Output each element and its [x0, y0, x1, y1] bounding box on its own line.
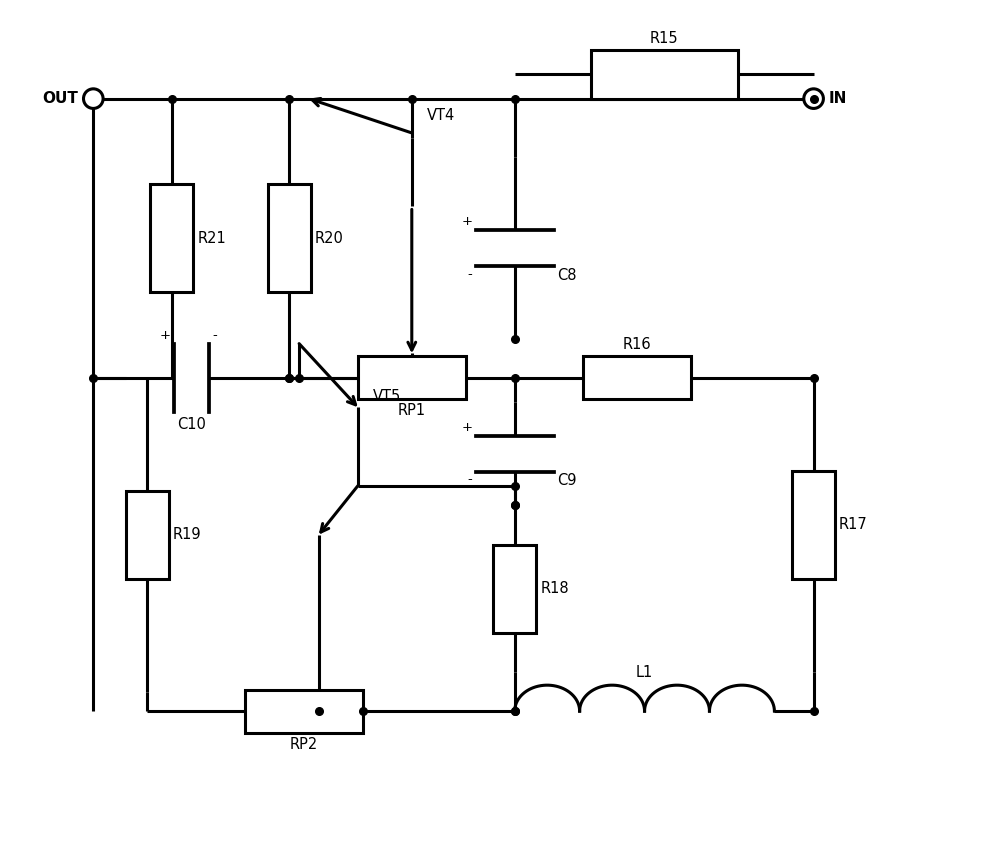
Text: VT4: VT4 — [427, 108, 455, 123]
Bar — [126, 490, 169, 579]
Bar — [591, 50, 738, 98]
Text: C8: C8 — [557, 268, 576, 283]
Bar — [150, 185, 193, 292]
Text: R17: R17 — [839, 518, 868, 533]
Text: R19: R19 — [173, 527, 201, 542]
Text: C9: C9 — [557, 473, 576, 489]
Text: R16: R16 — [623, 337, 652, 352]
Bar — [792, 471, 835, 579]
Text: +: + — [462, 421, 473, 435]
Bar — [268, 185, 311, 292]
Text: +: + — [160, 329, 171, 341]
Circle shape — [804, 89, 823, 108]
Circle shape — [84, 89, 103, 108]
Text: R15: R15 — [650, 30, 678, 46]
Text: R20: R20 — [315, 230, 344, 246]
Text: VT5: VT5 — [373, 390, 401, 404]
Bar — [493, 545, 536, 633]
Text: +: + — [462, 215, 473, 229]
Text: R18: R18 — [540, 581, 569, 596]
Bar — [245, 689, 363, 733]
Text: RP1: RP1 — [398, 403, 426, 418]
Text: IN: IN — [828, 91, 847, 106]
Text: L1: L1 — [636, 665, 653, 680]
Text: OUT: OUT — [43, 91, 79, 106]
Text: -: - — [468, 268, 473, 280]
Text: C10: C10 — [177, 417, 206, 432]
Text: R21: R21 — [197, 230, 226, 246]
Text: -: - — [468, 473, 473, 486]
Text: RP2: RP2 — [290, 737, 318, 751]
Text: -: - — [212, 329, 217, 341]
Bar — [583, 357, 691, 400]
Bar — [358, 357, 466, 400]
